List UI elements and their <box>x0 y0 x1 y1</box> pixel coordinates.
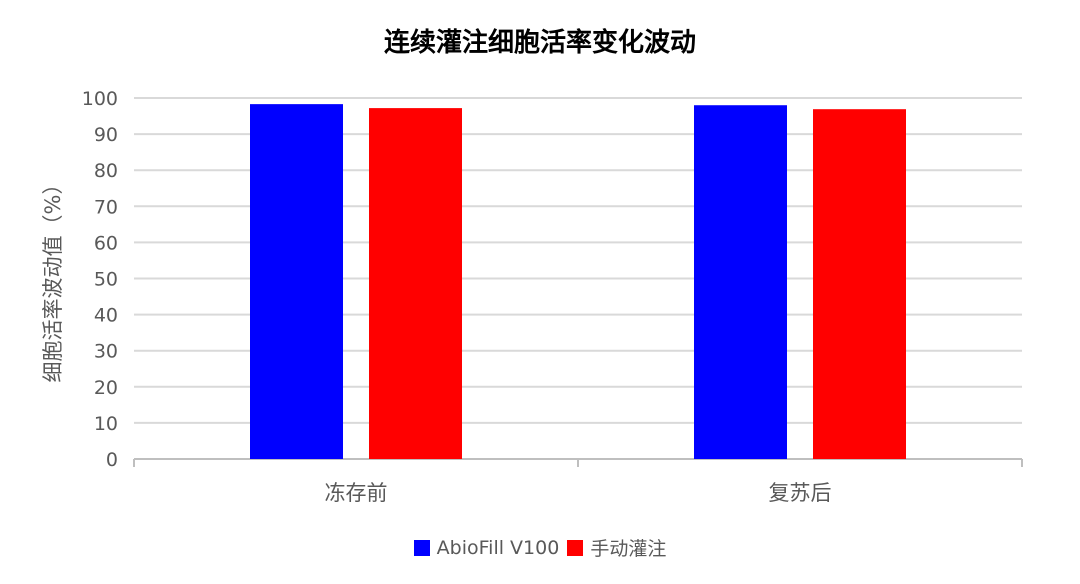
legend: AbioFill V100 手动灌注 <box>0 534 1080 561</box>
y-tick-label: 60 <box>94 232 118 254</box>
legend-label: AbioFill V100 <box>436 536 560 559</box>
legend-label: 手动灌注 <box>590 538 667 560</box>
bar <box>369 108 462 459</box>
bar <box>250 104 343 460</box>
y-tick-label: 30 <box>94 341 118 363</box>
y-tick-label: 80 <box>94 160 118 182</box>
chart-title: 连续灌注细胞活率变化波动 <box>383 28 696 58</box>
y-tick-label: 100 <box>82 88 118 110</box>
bar <box>813 109 906 459</box>
y-tick-label: 50 <box>94 269 118 291</box>
x-tick-label: 复苏后 <box>769 481 832 505</box>
legend-item-abiofill: AbioFill V100 <box>413 536 560 559</box>
legend-swatch-red <box>567 539 584 556</box>
legend-item-manual: 手动灌注 <box>567 534 666 561</box>
y-tick-label: 70 <box>94 196 118 218</box>
y-tick-label: 0 <box>106 449 118 471</box>
y-tick-label: 40 <box>94 305 118 327</box>
x-tick-label: 冻存前 <box>325 481 388 505</box>
bar <box>694 105 787 459</box>
y-tick-label: 90 <box>94 124 118 146</box>
y-tick-label: 10 <box>94 413 118 435</box>
legend-swatch-blue <box>413 539 430 556</box>
y-tick-label: 20 <box>94 377 118 399</box>
